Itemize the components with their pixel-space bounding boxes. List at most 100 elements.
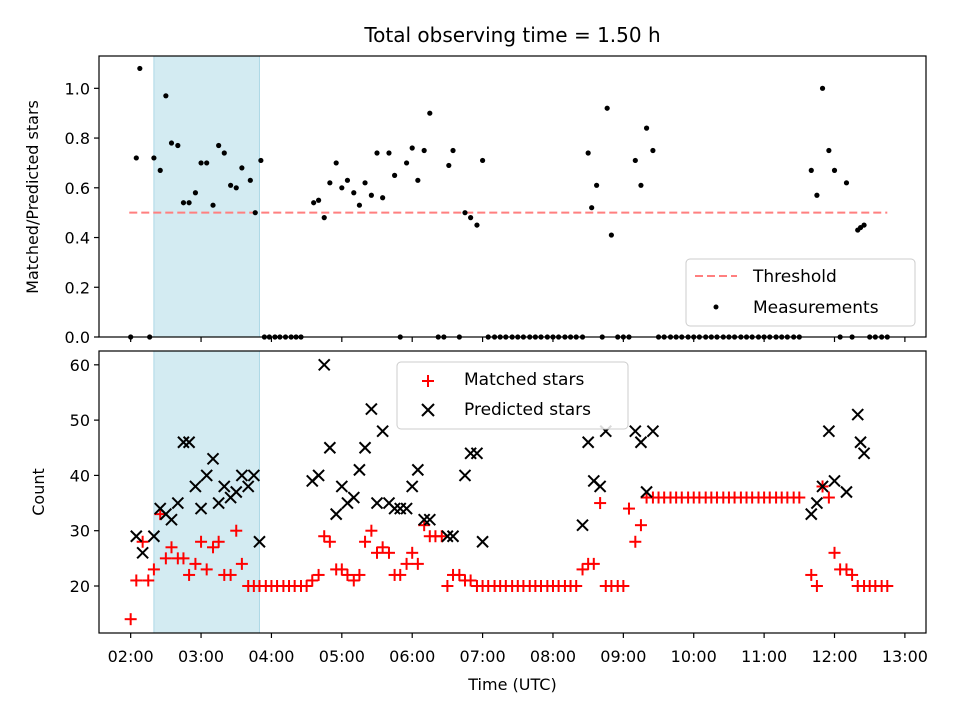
matched-star-point: [576, 563, 589, 576]
measurement-point: [814, 192, 820, 198]
bottom-y-tick-label: 60: [70, 356, 90, 375]
top-y-tick-label: 0.4: [65, 229, 90, 248]
predicted-star-point: [593, 480, 607, 493]
measurement-point: [446, 162, 452, 169]
predicted-star-point: [200, 469, 213, 482]
measurement-point: [450, 147, 456, 154]
matched-star-point: [159, 552, 172, 565]
predicted-star-point: [851, 408, 864, 421]
matched-star-point: [400, 557, 413, 570]
measurement-point: [386, 150, 392, 156]
predicted-star-point: [358, 441, 372, 454]
matched-star-point: [376, 541, 389, 554]
predicted-star-point: [810, 496, 824, 510]
measurement-point: [589, 205, 595, 211]
predicted-star-point: [805, 507, 818, 521]
measurement-point: [247, 177, 253, 183]
measurement-point: [421, 147, 427, 154]
predicted-star-point: [634, 436, 648, 449]
top-y-tick-label: 0.2: [65, 278, 90, 297]
matched-star-point: [810, 580, 823, 592]
measurement-point: [585, 150, 591, 156]
measurement-point: [826, 147, 832, 154]
measurement-point: [462, 210, 468, 216]
top-y-tick-label: 0.6: [65, 179, 90, 198]
measurement-point: [157, 167, 163, 173]
matched-star-point: [371, 546, 384, 559]
measurement-point: [409, 145, 415, 151]
predicted-star-point: [857, 447, 871, 460]
matched-star-point: [634, 519, 647, 532]
predicted-star-point: [230, 485, 243, 499]
matched-star-point: [130, 574, 143, 587]
matched-star-point: [323, 535, 336, 548]
bottom-x-ticks: 02:00 03:00 04:00 05:00 06:00 07:00 08:00 09:00…: [108, 633, 928, 666]
matched-star-point: [235, 557, 248, 570]
top-x-ticks: [130, 337, 906, 342]
legend-measurements-label: Measurements: [753, 298, 879, 318]
predicted-star-point: [136, 546, 149, 560]
measurement-point: [321, 215, 327, 221]
x-tick-label: 05:00: [319, 647, 365, 666]
matched-star-point: [453, 568, 466, 581]
predicted-star-point: [312, 469, 325, 482]
measurement-point: [258, 157, 264, 164]
predicted-star-point: [405, 480, 419, 493]
measurement-point: [861, 222, 867, 228]
measurement-point: [643, 125, 650, 131]
measurement-point: [204, 160, 210, 166]
predicted-star-point: [212, 496, 225, 510]
measurement-point: [608, 232, 614, 238]
measurement-point: [356, 202, 363, 208]
top-y-tick-label: 0.8: [65, 129, 90, 148]
predicted-star-point: [247, 469, 261, 482]
matched-star-point: [464, 574, 477, 587]
legend-measurement-swatch: [713, 304, 719, 310]
matched-star-point: [622, 502, 635, 515]
measurement-point: [168, 140, 175, 146]
measurement-point: [133, 155, 139, 161]
bottom-axes-frame: [98, 350, 927, 634]
measurement-point: [632, 157, 638, 164]
predicted-star-point: [329, 507, 343, 521]
predicted-star-point: [400, 502, 413, 515]
predicted-star-point: [194, 502, 208, 515]
x-tick-label: 08:00: [530, 647, 576, 666]
matched-star-point: [341, 568, 354, 581]
bottom-y-ticks: 20 30 40 50 60: [70, 356, 99, 596]
measurement-point: [315, 197, 322, 203]
measurement-point: [239, 165, 245, 171]
matched-star-point: [840, 563, 853, 576]
measurement-point: [186, 200, 192, 206]
predicted-star-point: [629, 424, 642, 438]
chart-title: Total observing time = 1.50 h: [363, 23, 660, 47]
measurement-point: [479, 157, 486, 164]
x-tick-label: 11:00: [741, 647, 787, 666]
legend-threshold-label: Threshold: [752, 267, 837, 287]
x-tick-label: 13:00: [882, 647, 928, 666]
measurement-point: [808, 167, 814, 173]
matched-star-point: [382, 546, 395, 559]
measurement-point: [163, 93, 169, 99]
matched-star-point: [212, 535, 225, 548]
matched-star-point: [828, 546, 841, 559]
matched-star-point: [846, 568, 859, 581]
predicted-star-point: [189, 480, 202, 493]
measurement-point: [843, 180, 850, 186]
measurement-point: [233, 185, 239, 191]
predicted-star-point: [323, 441, 337, 454]
matched-star-point: [822, 491, 835, 504]
measurement-point: [638, 182, 644, 188]
measurement-point: [594, 182, 600, 188]
x-tick-label: 04:00: [248, 647, 294, 666]
measurement-point: [351, 190, 357, 196]
measurement-point: [216, 142, 222, 149]
x-tick-label: 03:00: [178, 647, 224, 666]
matched-star-point: [200, 563, 213, 576]
predicted-star-point: [423, 513, 437, 526]
measurement-point: [374, 150, 380, 156]
matched-star-point: [365, 524, 378, 537]
predicted-star-point: [458, 469, 472, 482]
measurement-point: [192, 190, 199, 196]
